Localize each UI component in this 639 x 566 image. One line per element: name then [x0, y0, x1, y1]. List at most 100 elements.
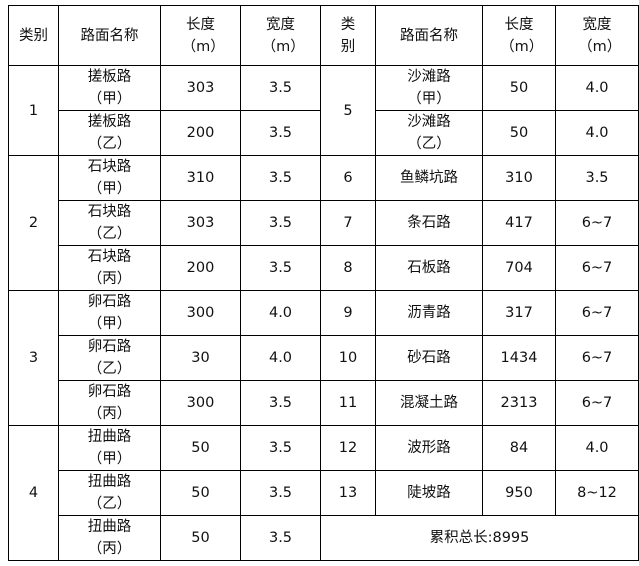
table-row: 石块路 （乙） 303 3.5 7 条石路 417 6~7: [9, 200, 639, 246]
length-cell: 50: [160, 425, 241, 471]
road-name-cell-text: （乙）: [87, 136, 132, 152]
road-name-cell: 沙滩路 （甲）: [375, 65, 483, 111]
road-name-cell-text: （甲）: [87, 181, 132, 197]
road-name-cell-text: 扭曲路: [87, 519, 132, 535]
length-cell: 200: [160, 245, 241, 291]
width-cell: 6~7: [555, 335, 639, 381]
category-cell: 6: [320, 155, 376, 201]
header-cell: 路面名称: [58, 5, 161, 66]
length-cell-text: 704: [505, 260, 533, 276]
road-name-cell: 沥青路: [375, 290, 483, 336]
category-cell-text: 8: [343, 260, 353, 276]
road-name-cell-text: （丙）: [87, 406, 132, 422]
road-name-cell: 石块路 （乙）: [58, 200, 161, 246]
width-cell-text: 8~12: [577, 485, 617, 501]
table-row: 扭曲路 （乙） 50 3.5 13 陡坡路 950 8~12: [9, 470, 639, 516]
header-row: 类别 路面名称 长度（m） 宽度（m） 类别 路面名称 长度（m） 宽度（m）: [8, 5, 639, 66]
length-cell: 300: [160, 380, 241, 426]
length-cell-text: 303: [186, 215, 215, 231]
road-name-cell: 扭曲路 （甲）: [58, 425, 161, 471]
category-cell: 10: [320, 335, 376, 381]
total-length-cell-text: 累积总长:8995: [429, 530, 530, 546]
road-name-cell-text: 鱼鳞坑路: [400, 170, 458, 186]
road-name-cell-text: 搓板路: [87, 114, 132, 130]
length-cell-text: 50: [509, 125, 529, 141]
width-cell-text: 4.0: [585, 125, 609, 141]
header-cell: 路面名称: [375, 5, 483, 66]
length-cell-text: 310: [505, 170, 533, 186]
table-row: 搓板路 （乙） 200 3.5 沙滩路 （乙） 50 4.0: [9, 110, 639, 156]
category-cell: 11: [320, 380, 376, 426]
width-cell: 6~7: [555, 200, 639, 246]
road-name-cell: 搓板路 （乙）: [58, 110, 161, 156]
width-cell: 4.0: [240, 335, 321, 381]
category-cell-text: 12: [338, 440, 358, 456]
road-name-cell-text: （甲）: [87, 451, 132, 467]
length-cell: 50: [482, 65, 556, 111]
width-cell: 3.5: [240, 200, 321, 246]
total-length-cell: 累积总长:8995: [320, 515, 639, 561]
road-name-cell-text: 混凝土路: [400, 395, 458, 411]
length-cell: 50: [160, 470, 241, 516]
road-name-cell-text: 沥青路: [407, 305, 451, 321]
category-cell-text: 7: [343, 215, 353, 231]
length-cell: 417: [482, 200, 556, 246]
header-cell: 长度（m）: [160, 5, 241, 66]
road-name-cell: 卵石路 （甲）: [58, 290, 161, 336]
width-cell: 3.5: [240, 470, 321, 516]
table-row: 卵石路 （乙） 30 4.0 10 砂石路 1434 6~7: [9, 335, 639, 381]
table-row: 卵石路 （丙） 300 3.5 11 混凝土路 2313 6~7: [9, 380, 639, 426]
length-cell: 1434: [482, 335, 556, 381]
length-cell: 310: [482, 155, 556, 201]
road-name-cell-text: 沙滩路: [407, 114, 451, 130]
road-name-cell-text: 扭曲路: [87, 429, 132, 445]
table-row: 2 石块路 （甲） 310 3.5 6 鱼鳞坑路 310 3.5: [8, 155, 639, 291]
road-surface-table: 类别 路面名称 长度（m） 宽度（m）类别路面名称 长度（m） 宽度（m） 1 搓板路 （甲） 3…: [8, 5, 639, 561]
length-cell: 30: [160, 335, 241, 381]
width-cell-text: 4.0: [268, 305, 293, 321]
length-cell: 303: [160, 65, 241, 111]
width-cell-text: 4.0: [585, 80, 609, 96]
category-cell: 7: [320, 200, 376, 246]
length-cell-text: 50: [191, 530, 210, 546]
length-cell: 950: [482, 470, 556, 516]
table-row: 扭曲路 （丙） 50 3.5 累积总长:8995: [9, 515, 639, 561]
road-name-cell-text: 石块路: [87, 204, 132, 220]
width-cell: 3.5: [240, 65, 321, 111]
road-name-cell-text: 扭曲路: [87, 474, 132, 490]
header-cell-text: 路面名称: [400, 27, 458, 44]
width-cell-text: 3.5: [268, 485, 293, 501]
length-cell-text: 2313: [500, 395, 538, 411]
width-cell: 8~12: [555, 470, 639, 516]
width-cell: 6~7: [555, 290, 639, 336]
width-cell: 4.0: [555, 110, 639, 156]
road-name-cell-text: 石板路: [407, 260, 451, 276]
width-cell-text: 6~7: [581, 350, 613, 366]
header-cell: 长度（m）: [482, 5, 556, 66]
length-cell: 50: [482, 110, 556, 156]
width-cell: 4.0: [555, 65, 639, 111]
category-cell-text: 1: [28, 102, 39, 119]
width-cell-text: 3.5: [268, 395, 293, 411]
road-name-cell-text: 波形路: [407, 440, 451, 456]
width-cell-text: 3.5: [268, 260, 293, 276]
width-cell: 3.5: [240, 380, 321, 426]
category-cell-text: 9: [343, 305, 353, 321]
length-cell-text: 50: [191, 440, 210, 456]
width-cell-text: 3.5: [585, 170, 609, 186]
width-cell-text: 4.0: [268, 350, 293, 366]
road-name-cell: 扭曲路 （丙）: [58, 515, 161, 561]
width-cell: 3.5: [240, 515, 321, 561]
header-cell: 宽度（m）: [555, 5, 639, 66]
category-cell-text: 4: [28, 485, 39, 501]
width-cell-text: 3.5: [268, 80, 293, 96]
length-cell-text: 950: [505, 485, 533, 501]
header-cell: 宽度（m）: [240, 5, 321, 66]
width-cell-text: 6~7: [581, 395, 613, 411]
width-cell: 3.5: [240, 110, 321, 156]
category-cell-text: 3: [28, 350, 39, 366]
category-cell: 13: [320, 470, 376, 516]
width-cell-text: 3.5: [268, 530, 293, 546]
length-cell-text: 50: [509, 80, 529, 96]
length-cell: 317: [482, 290, 556, 336]
